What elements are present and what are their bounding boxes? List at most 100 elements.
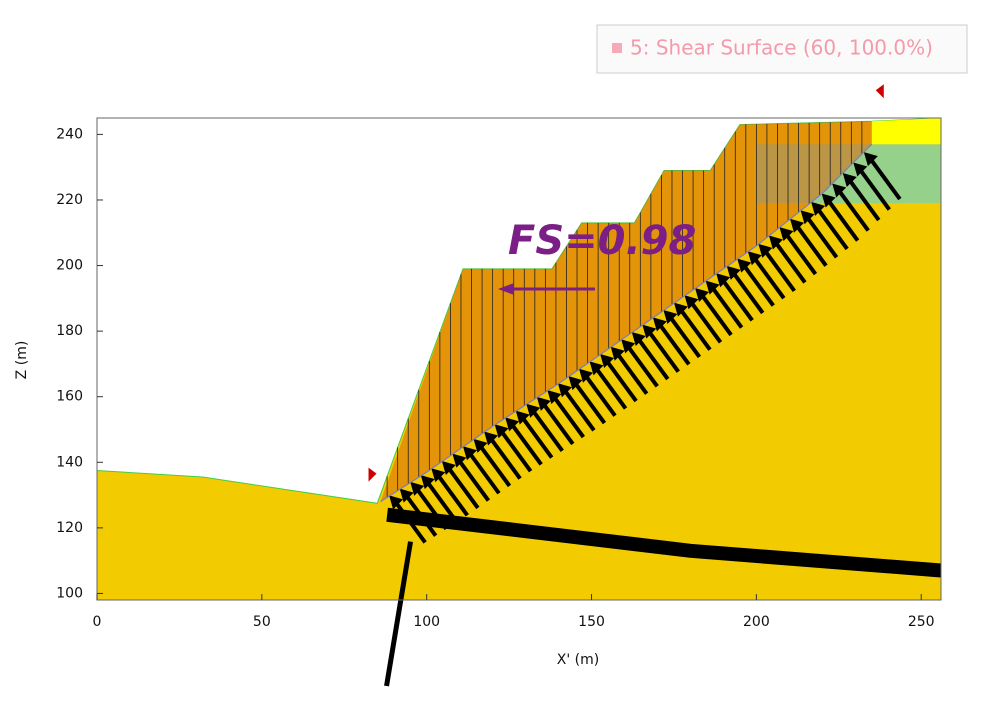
force-arrow <box>541 401 575 446</box>
arrow-head <box>420 475 435 490</box>
force-arrow <box>762 248 796 293</box>
force-arrow <box>593 366 628 410</box>
legend-label: 5: Shear Surface (60, 100.0%) <box>630 36 933 60</box>
y-tick-label: 100 <box>56 585 83 601</box>
arrow-head <box>684 295 699 310</box>
arrow-head <box>863 152 878 167</box>
x-axis-label: X' (m) <box>557 652 599 668</box>
force-arrow <box>678 307 712 351</box>
arrow-head <box>473 438 488 453</box>
force-arrow <box>720 278 754 322</box>
arrow-head <box>642 324 657 339</box>
force-arrow <box>657 322 691 366</box>
force-arrow <box>488 436 522 480</box>
force-arrow <box>520 415 554 459</box>
legend-box <box>596 24 968 74</box>
weak-layer <box>386 507 942 578</box>
arrow-head <box>568 376 583 391</box>
force-arrow <box>847 177 881 222</box>
arrow-head <box>842 173 857 188</box>
force-arrow <box>699 292 733 337</box>
y-tick-label: 140 <box>56 454 83 470</box>
arrow-head <box>695 287 710 302</box>
force-arrow <box>752 256 786 300</box>
force-arrow <box>625 344 659 388</box>
force-arrow <box>783 231 818 276</box>
y-axis-label: Z (m) <box>14 341 30 380</box>
force-arrow <box>583 373 617 417</box>
arrow-head <box>758 243 773 258</box>
fs-annotation: FS=0.98 <box>508 218 696 264</box>
force-arrow <box>857 167 891 211</box>
force-arrow <box>688 300 723 344</box>
arrow-head <box>600 354 615 369</box>
force-arrow <box>636 336 670 381</box>
fs-arrow-head <box>498 283 514 295</box>
arrow-head <box>716 273 731 288</box>
force-arrow <box>456 458 491 502</box>
arrow-head <box>431 468 446 483</box>
force-arrow <box>446 465 480 510</box>
arrow-head <box>747 251 762 266</box>
slip-end-marker <box>368 467 377 482</box>
force-arrow <box>731 270 765 315</box>
arrow-head <box>579 368 594 383</box>
force-arrow <box>741 263 775 307</box>
y-tick-label: 120 <box>56 520 83 536</box>
force-arrow <box>836 188 870 232</box>
x-tick-label: 0 <box>93 614 102 630</box>
x-tick-label: 150 <box>578 614 605 630</box>
force-arrow <box>804 215 839 259</box>
arrow-head <box>441 460 456 475</box>
slip-end-marker <box>875 84 884 99</box>
arrow-head <box>673 302 688 317</box>
arrow-head <box>652 317 667 332</box>
arrow-head <box>621 339 636 354</box>
y-tick-label: 200 <box>56 258 83 274</box>
force-arrow <box>794 223 828 267</box>
arrow-head <box>790 218 805 233</box>
force-arrow <box>499 429 533 473</box>
force-arrow <box>604 358 638 403</box>
arrow-head <box>663 309 678 324</box>
top-layer <box>871 118 941 145</box>
arrow-head <box>536 396 551 411</box>
force-arrow <box>646 329 680 373</box>
force-arrow <box>467 451 501 495</box>
force-arrow <box>477 443 512 488</box>
arrow-head <box>452 453 467 468</box>
x-tick-label: 250 <box>908 614 935 630</box>
y-tick-label: 180 <box>56 323 83 339</box>
y-tick-label: 160 <box>56 389 83 405</box>
force-arrow <box>425 480 459 524</box>
arrow-head <box>832 183 847 198</box>
force-arrow <box>509 422 543 466</box>
force-arrow <box>530 408 564 452</box>
x-tick-label: 200 <box>743 614 770 630</box>
arrow-head <box>768 235 783 250</box>
force-arrow <box>710 285 744 329</box>
arrow-head <box>547 390 562 405</box>
arrow-head <box>610 346 625 361</box>
force-arrow <box>615 351 649 395</box>
plot-frame <box>96 117 942 601</box>
resultant <box>384 541 413 687</box>
arrow-head <box>399 488 414 503</box>
arrow-head <box>800 210 815 225</box>
force-arrow <box>815 206 849 251</box>
force-arrow <box>667 314 702 359</box>
arrow-head <box>389 495 404 510</box>
arrow-head <box>515 410 530 425</box>
force-arrow <box>562 388 596 432</box>
arrow-head <box>631 332 646 347</box>
y-tick-label: 240 <box>56 126 83 142</box>
x-tick-label: 100 <box>413 614 440 630</box>
arrow-head <box>737 258 752 273</box>
force-arrow <box>572 380 607 425</box>
force-arrow <box>773 240 807 284</box>
arrow-head <box>853 162 868 177</box>
arrow-head <box>494 424 509 439</box>
y-tick-label: 220 <box>56 192 83 208</box>
